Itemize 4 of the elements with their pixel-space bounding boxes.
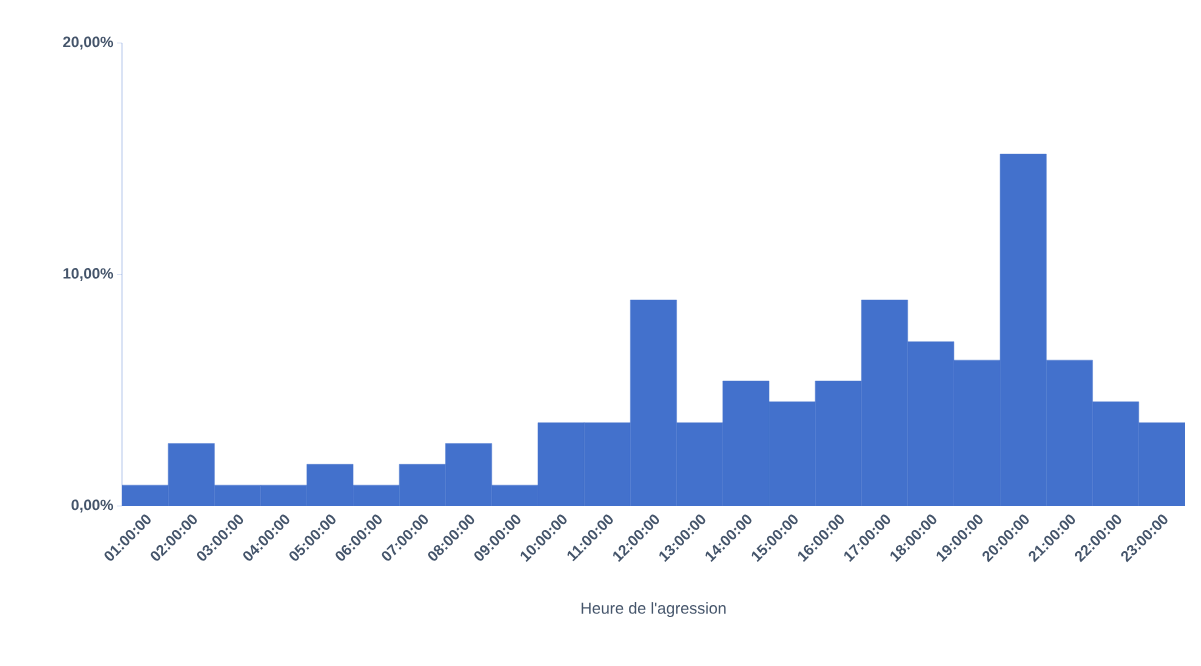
y-tick-label: 20,00% xyxy=(63,36,114,50)
x-axis-title: Heure de l'agression xyxy=(581,602,726,618)
y-tick-label: 10,00% xyxy=(63,268,114,281)
y-tick-label: 0,00% xyxy=(71,499,114,513)
